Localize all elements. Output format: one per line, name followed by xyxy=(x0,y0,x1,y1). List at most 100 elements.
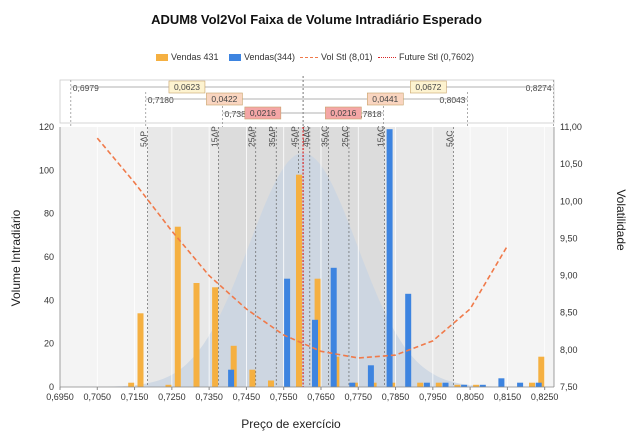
reference-label: 5ΔC xyxy=(444,130,454,147)
bar xyxy=(230,345,237,387)
bar xyxy=(461,384,468,387)
range-width-label: 0,0441 xyxy=(372,94,398,104)
range-width-box xyxy=(410,80,447,94)
bar xyxy=(128,382,135,387)
y-tick-label: 120 xyxy=(39,122,54,132)
bar xyxy=(442,382,449,387)
legend-item-vol-stl: Vol Stl (8,01) xyxy=(300,52,373,62)
y2-tick-label: 10,50 xyxy=(560,159,583,169)
x-tick-label: 0,7250 xyxy=(158,392,186,402)
y-axis-title: Volume Intradiário xyxy=(9,209,23,306)
bar xyxy=(228,369,235,387)
y2-tick-label: 9,50 xyxy=(560,233,578,243)
y2-tick-label: 11,00 xyxy=(560,122,582,132)
reference-lines: 5ΔP 15ΔP 25ΔP 35ΔP 45ΔP 45ΔC 35ΔC 25ΔC 15ΔC 5ΔC xyxy=(139,126,454,387)
bar xyxy=(212,287,219,387)
bar xyxy=(405,293,412,387)
legend-item-future-stl: Future Stl (0,7602) xyxy=(378,52,474,62)
bar xyxy=(193,283,200,387)
y2-tick-label: 8,00 xyxy=(560,345,578,355)
y2-tick-label: 10,00 xyxy=(560,196,583,206)
vol-stl-line xyxy=(96,137,509,359)
x-tick-label: 0,8050 xyxy=(456,392,484,402)
x-tick-label: 0,7750 xyxy=(344,392,372,402)
bar xyxy=(312,319,318,387)
x-tick-label: 0,8250 xyxy=(531,392,559,402)
y2-tick-label: 8,50 xyxy=(560,308,578,318)
legend-swatch xyxy=(229,54,241,62)
bar xyxy=(454,384,461,387)
bar xyxy=(296,174,302,387)
legend-label: Future Stl (0,7602) xyxy=(399,52,475,62)
y-tick-label: 0 xyxy=(49,382,54,392)
bar xyxy=(538,356,545,387)
chart-title: ADUM8 Vol2Vol Faixa de Volume Intradiári… xyxy=(151,12,482,27)
range-width-box xyxy=(168,80,206,94)
reference-label: 5ΔP xyxy=(139,131,149,147)
y-tick-label: 60 xyxy=(44,252,54,262)
range-marker-label: 0,8274 xyxy=(526,83,552,93)
legend: Vendas 431 Vendas(344) Vol Stl (8,01) Fu… xyxy=(0,52,633,68)
y-tick-label: 100 xyxy=(39,165,54,175)
range-marker-label: 0,6979 xyxy=(73,83,99,93)
bar xyxy=(137,313,144,387)
range-marker-label: 0,7818 xyxy=(356,109,382,119)
legend-swatch xyxy=(300,57,318,59)
legend-label: Vol Stl (8,01) xyxy=(321,52,373,62)
x-tick-label: 0,7550 xyxy=(270,392,298,402)
bars xyxy=(128,129,545,387)
bar xyxy=(330,267,337,387)
bar xyxy=(268,380,274,387)
bar xyxy=(367,365,374,387)
range-marker-label: 0,8043 xyxy=(440,95,466,105)
y-tick-label: 80 xyxy=(44,209,54,219)
vol-curve xyxy=(96,137,509,359)
x-tick-label: 0,7350 xyxy=(195,392,223,402)
range-width-box xyxy=(244,106,282,120)
y-tick-label: 40 xyxy=(44,295,54,305)
range-width-label: 0,0672 xyxy=(415,82,441,92)
x-tick-label: 0,6950 xyxy=(46,392,74,402)
bar xyxy=(284,278,291,387)
x-tick-label: 0,7850 xyxy=(382,392,410,402)
range-width-label: 0,0216 xyxy=(250,108,276,118)
bar xyxy=(473,384,480,387)
legend-label: Vendas(344) xyxy=(244,52,296,62)
x-tick-label: 0,7950 xyxy=(419,392,447,402)
distribution-curve xyxy=(60,153,554,387)
x-tick-label: 0,7450 xyxy=(233,392,261,402)
range-panel: 0,6979 0,7180 0,7386 0,7818 0,8043 0,8274 0,06… xyxy=(59,76,555,127)
bar xyxy=(435,382,442,387)
range-width-box xyxy=(206,92,243,106)
bar xyxy=(535,382,542,387)
reference-label: 25ΔP xyxy=(247,126,257,147)
range-width-label: 0,0422 xyxy=(211,94,237,104)
bar xyxy=(529,382,535,387)
range-width-box xyxy=(325,106,362,120)
range-marker-label: 0,7386 xyxy=(225,109,251,119)
range-marker-label: 0,7180 xyxy=(148,95,174,105)
legend-item-vendas-431: Vendas 431 xyxy=(156,52,219,62)
y2-tick-label: 9,00 xyxy=(560,271,578,281)
legend-swatch xyxy=(378,57,396,59)
bar xyxy=(479,384,486,387)
bar xyxy=(249,369,256,387)
reference-label: 15ΔC xyxy=(375,126,385,147)
x-tick-label: 0,7150 xyxy=(121,392,149,402)
reference-label: 35ΔP xyxy=(267,126,277,147)
x-tick-label: 0,8150 xyxy=(494,392,522,402)
range-width-label: 0,0216 xyxy=(330,108,356,118)
bar xyxy=(386,129,393,387)
legend-label: Vendas 431 xyxy=(171,52,219,62)
y2-tick-label: 7,50 xyxy=(560,382,578,392)
range-width-label: 0,0623 xyxy=(174,82,200,92)
x-tick-label: 0,7050 xyxy=(84,392,112,402)
bar xyxy=(174,226,181,387)
bar xyxy=(417,382,424,387)
legend-item-vendas-344: Vendas(344) xyxy=(229,52,295,62)
bar xyxy=(498,378,505,387)
legend-swatch xyxy=(156,54,168,62)
bar xyxy=(423,382,430,387)
range-panel-frame xyxy=(59,79,555,124)
